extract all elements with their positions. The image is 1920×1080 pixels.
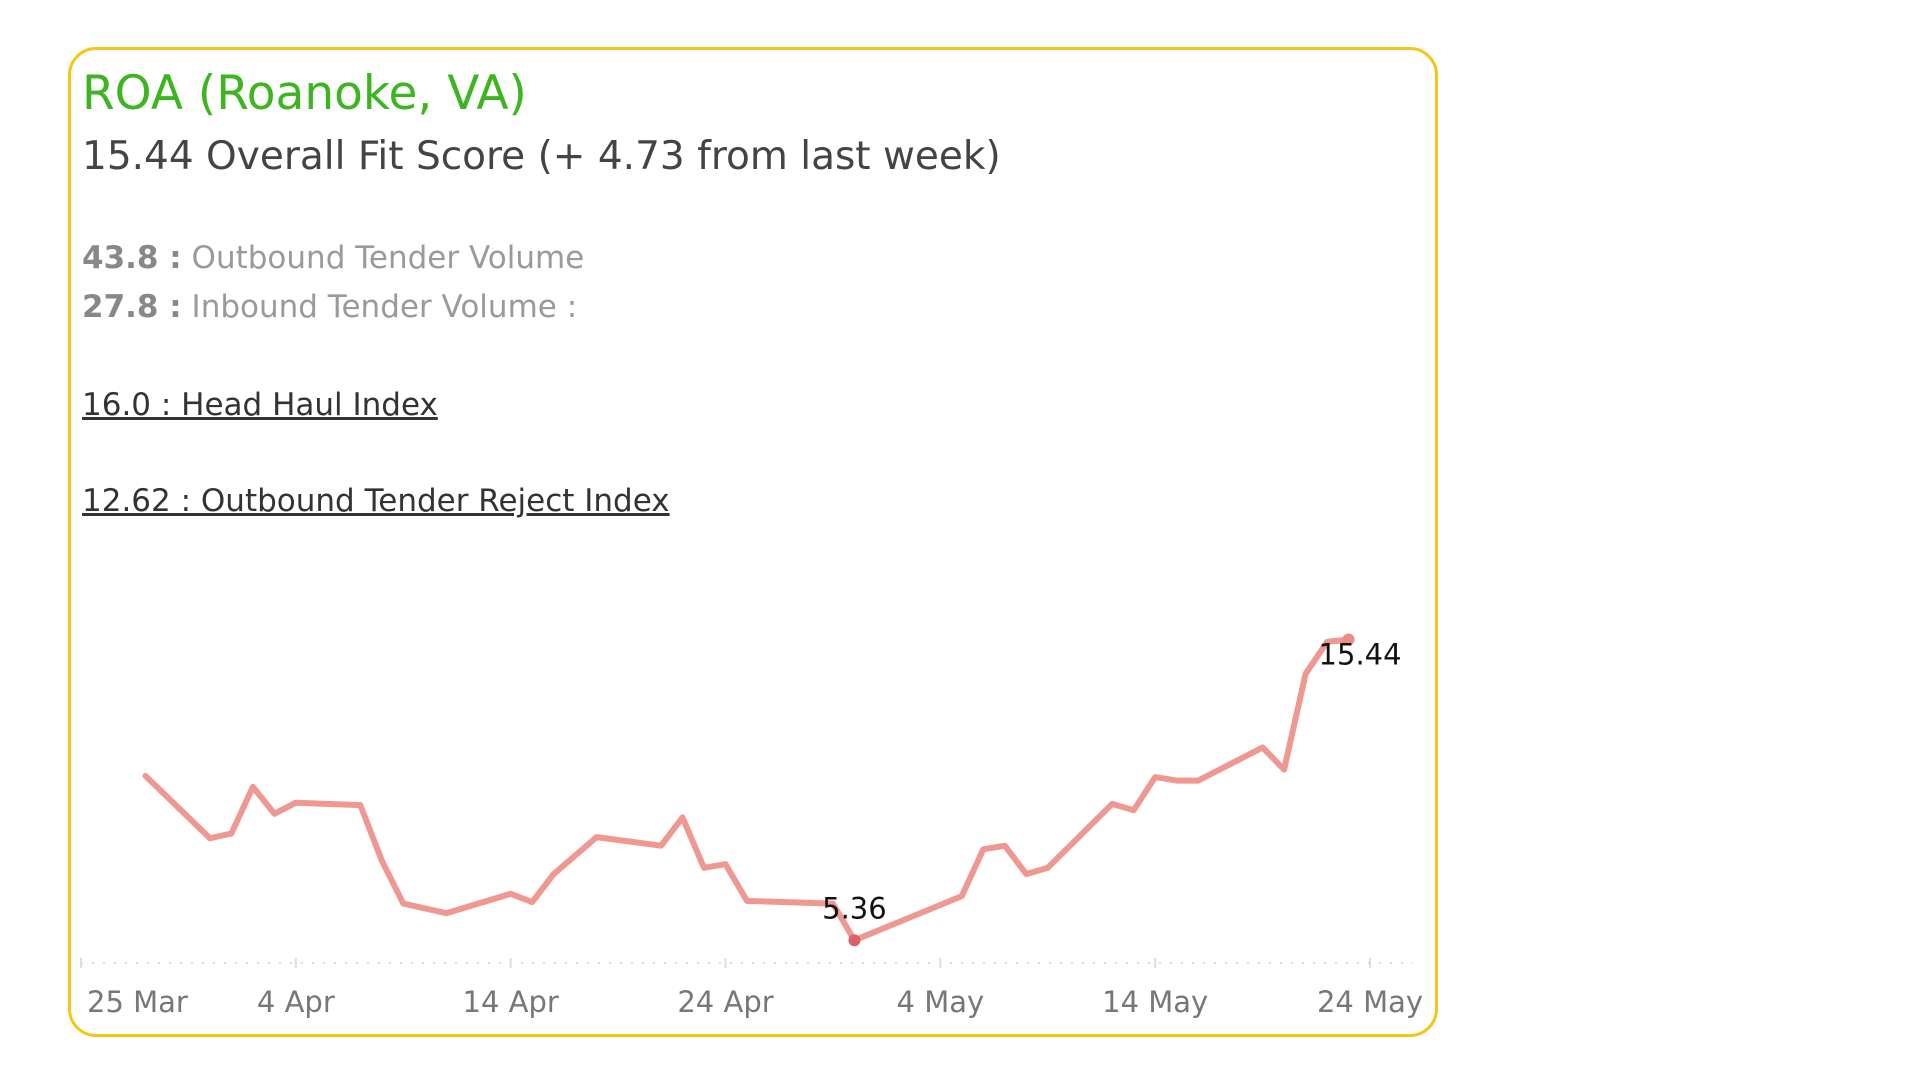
card — [68, 47, 1438, 1037]
x-tick-label: 24 May — [1317, 985, 1423, 1019]
x-tick-label: 14 May — [1102, 985, 1208, 1019]
point — [848, 934, 861, 947]
x-tick-label: 14 Apr — [463, 985, 559, 1019]
metric-value: 43.8 : — [82, 240, 182, 276]
x-tick-label: 4 Apr — [257, 985, 335, 1019]
link[interactable]: 12.62 : Outbound Tender Reject Index — [82, 483, 670, 519]
line — [142, 636, 1352, 944]
x-tick-label: 4 May — [897, 985, 985, 1019]
metric-value: 27.8 : — [82, 289, 182, 325]
metric: 27.8 : Inbound Tender Volume : — [82, 289, 577, 325]
metric: 43.8 : Outbound Tender Volume — [82, 240, 584, 276]
card-title: ROA (Roanoke, VA) — [82, 66, 527, 121]
x-tick-label: 24 Apr — [677, 985, 773, 1019]
point — [1342, 633, 1355, 646]
link[interactable]: 16.0 : Head Haul Index — [82, 387, 438, 423]
score-line: 15.44 Overall Fit Score (+ 4.73 from las… — [82, 134, 1001, 179]
value-label: 15.44 — [1319, 637, 1402, 671]
metric-label: Inbound Tender Volume : — [191, 289, 578, 325]
metric-label: Outbound Tender Volume — [191, 240, 585, 276]
value-label: 5.36 — [822, 891, 887, 925]
x-tick-label: 25 Mar — [87, 985, 188, 1019]
